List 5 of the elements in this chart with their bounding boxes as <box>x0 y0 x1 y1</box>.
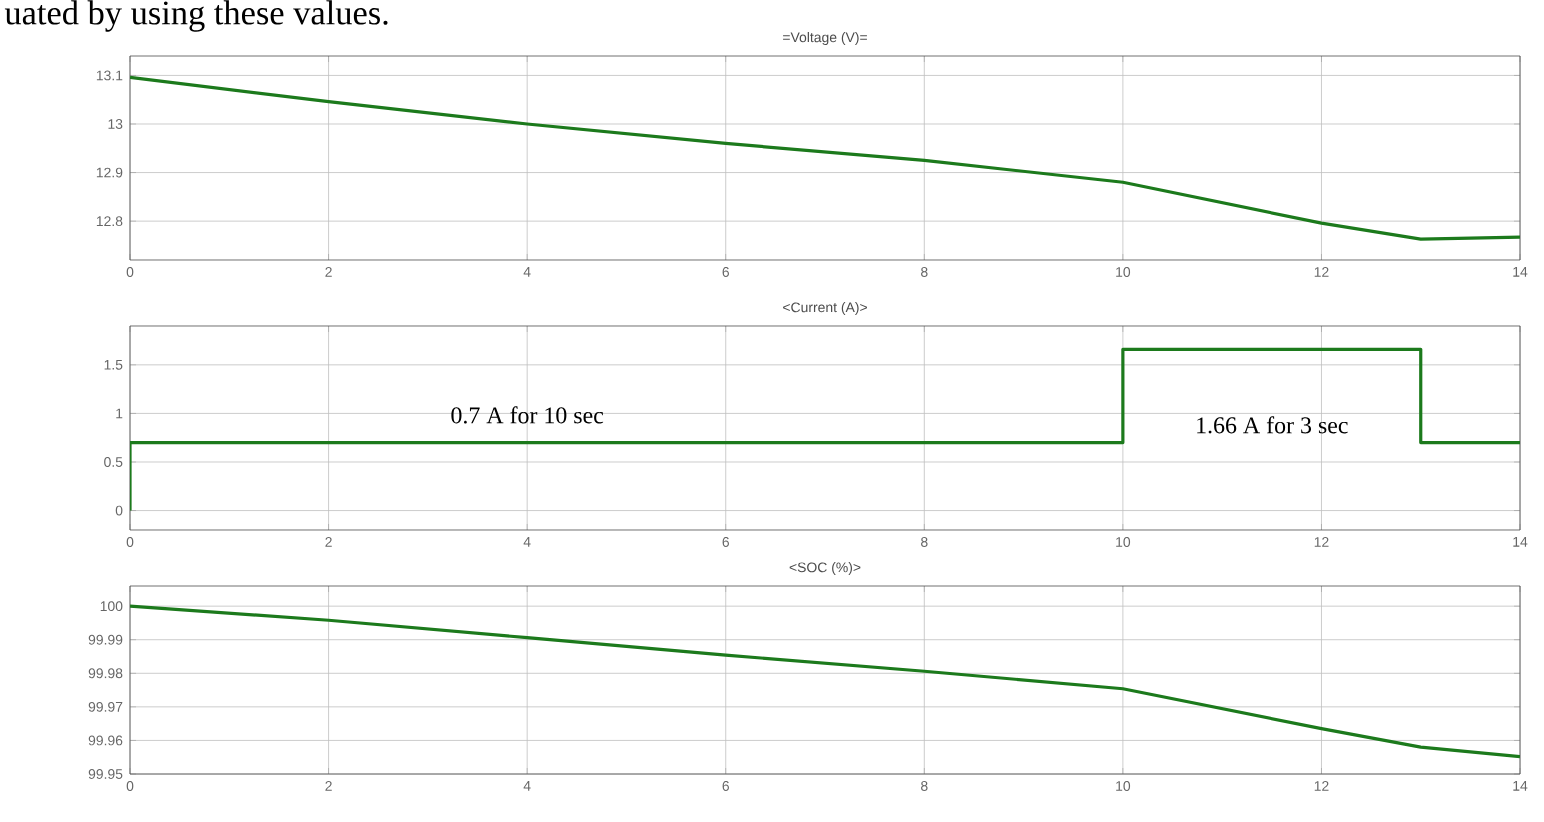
line-series <box>130 75 1521 241</box>
annotation: 0.7 A for 10 sec <box>451 406 604 424</box>
annotation: 1.66 A for 3 sec <box>1197 416 1348 434</box>
line-series <box>130 604 1521 759</box>
text: uated by using these values. <box>4 0 388 32</box>
